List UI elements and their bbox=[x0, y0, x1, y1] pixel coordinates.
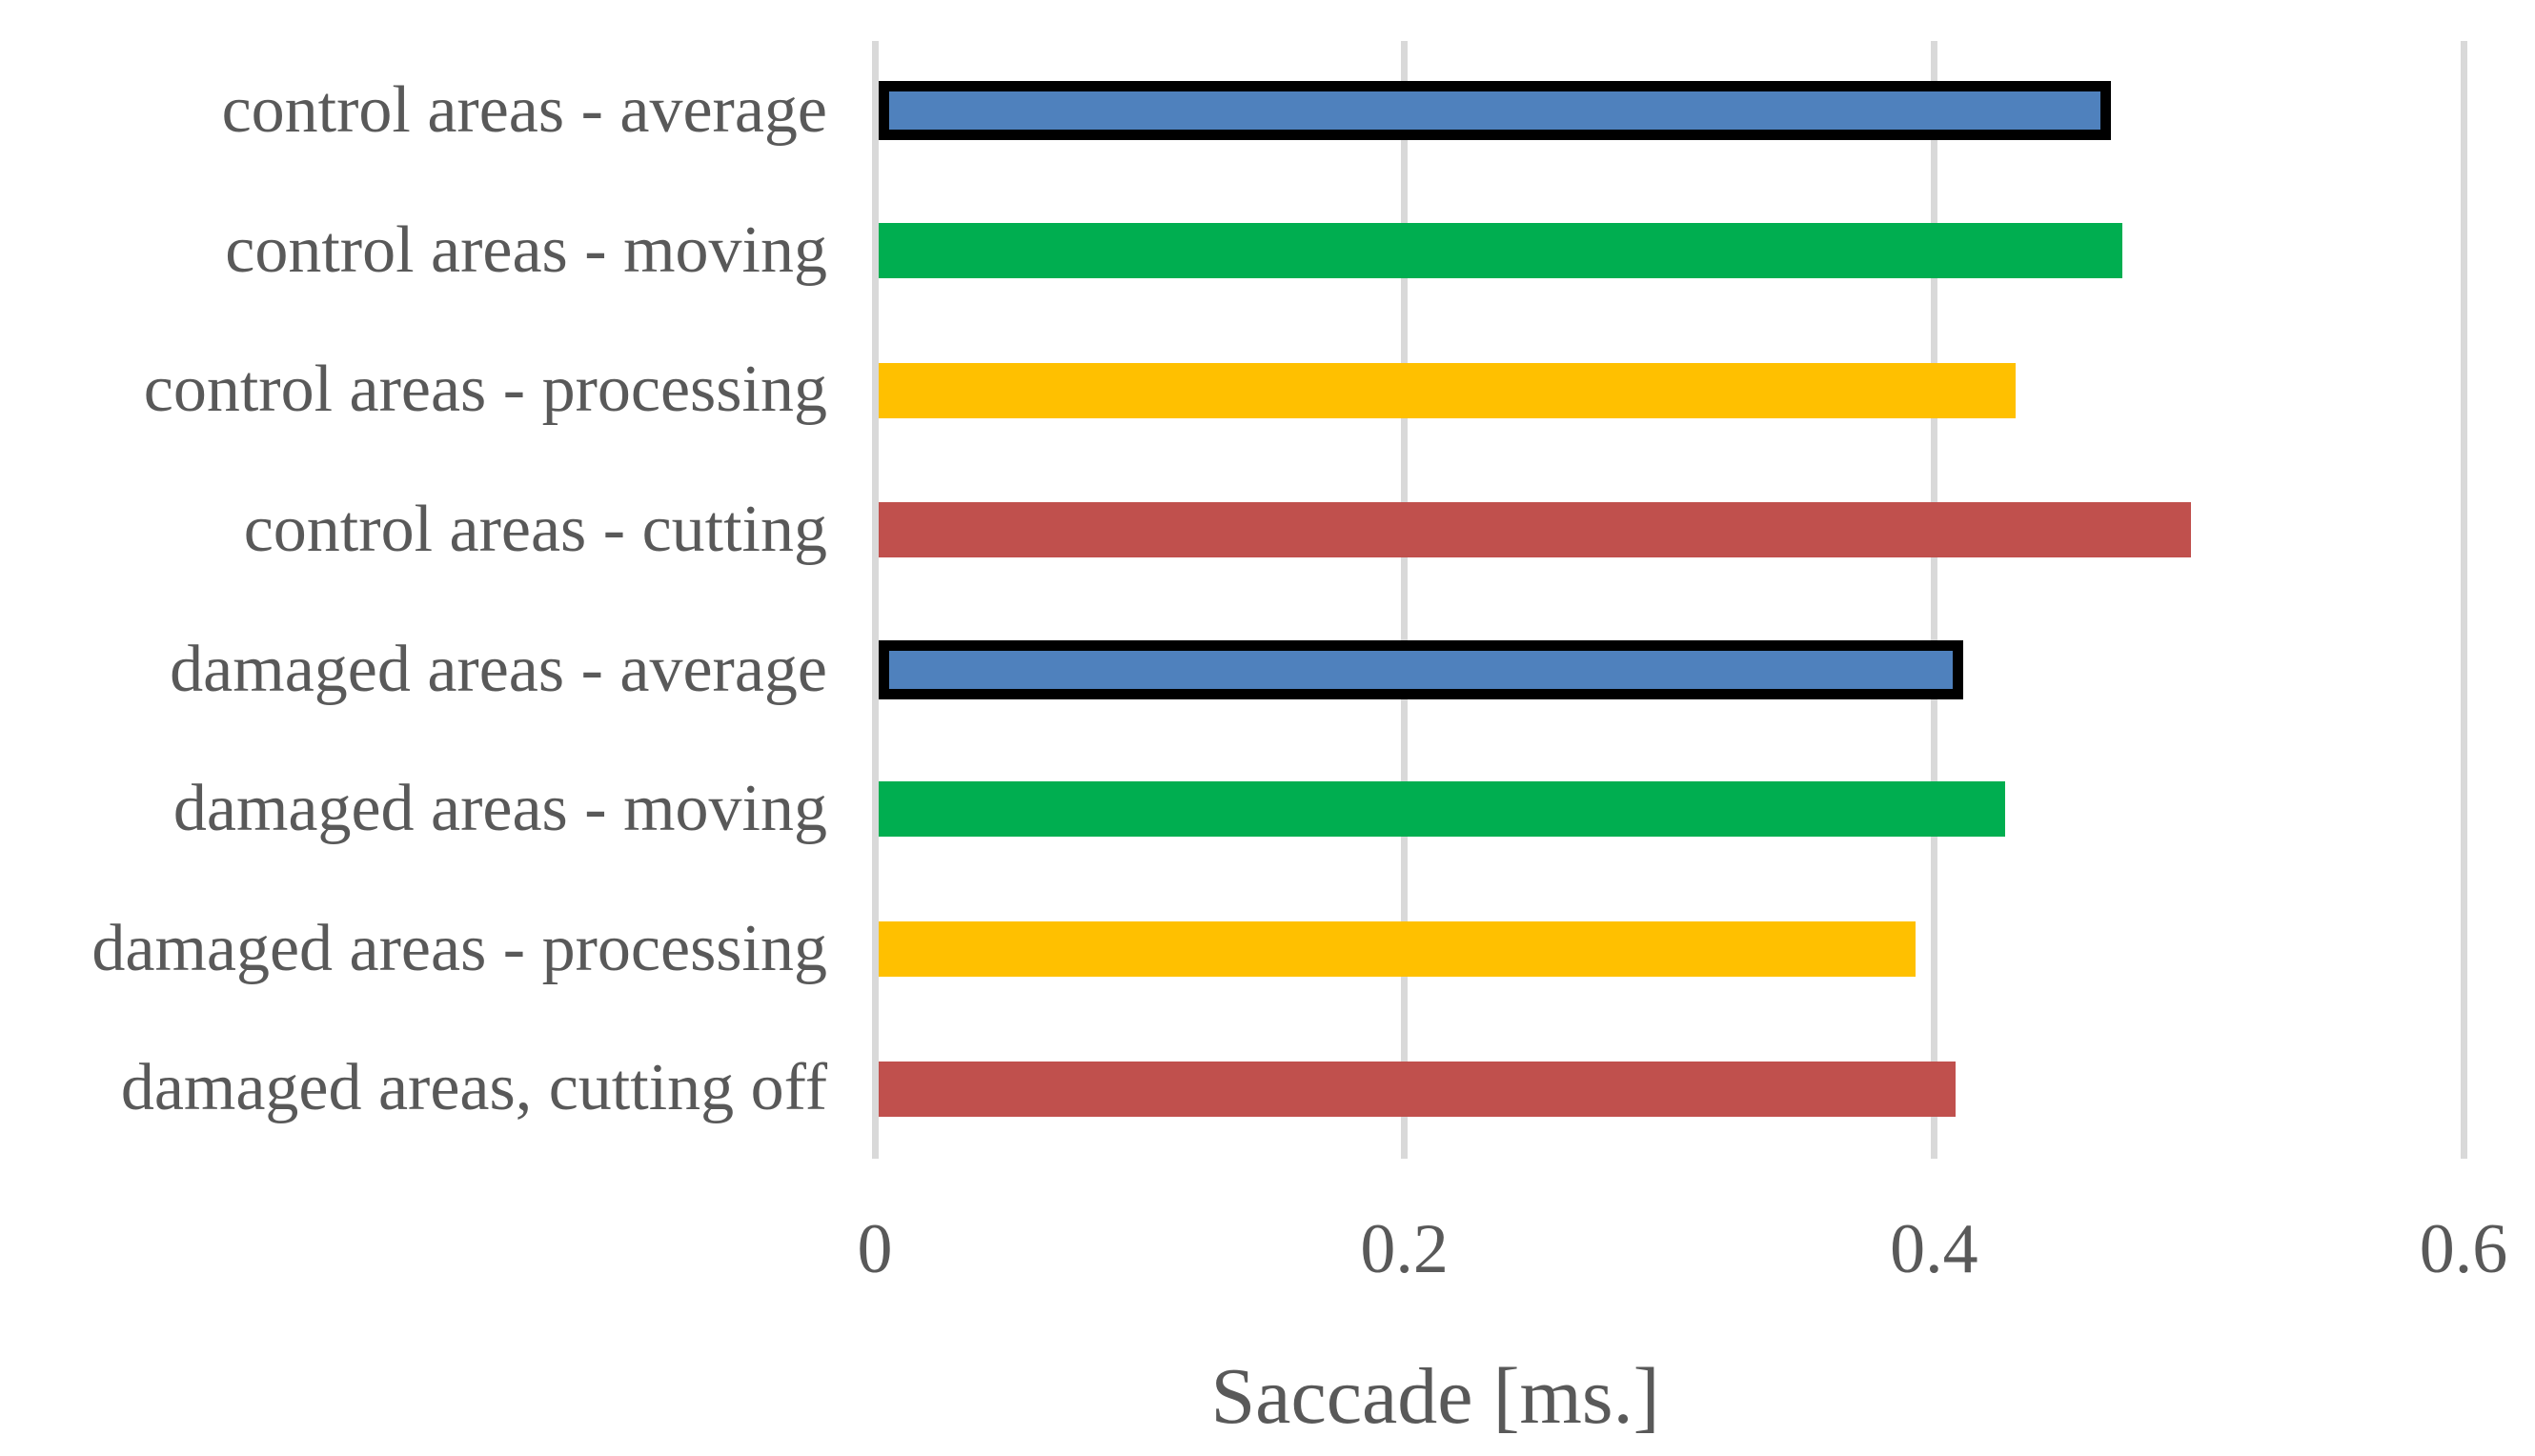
gridline-0.6 bbox=[2460, 41, 2467, 1159]
bar-damaged-areas-cutting-off bbox=[879, 1061, 1956, 1117]
bar-control-areas-cutting bbox=[879, 502, 2191, 558]
bar-control-areas-processing bbox=[879, 362, 2017, 418]
gridline-0.4 bbox=[1930, 41, 1937, 1159]
category-label-damaged-areas-average: damaged areas - average bbox=[170, 632, 827, 706]
category-label-control-areas-processing: control areas - processing bbox=[143, 353, 827, 427]
bar-damaged-areas-moving bbox=[879, 781, 2006, 838]
x-tick-label-0: 0 bbox=[857, 1210, 893, 1288]
bar-control-areas-average bbox=[879, 81, 2112, 141]
bar-damaged-areas-processing bbox=[879, 921, 1916, 978]
bar-damaged-areas-average bbox=[879, 639, 1963, 699]
category-label-damaged-areas-processing: damaged areas - processing bbox=[91, 911, 827, 985]
gridline-0 bbox=[871, 41, 879, 1159]
category-label-control-areas-moving: control areas - moving bbox=[225, 212, 827, 287]
gridline-0.2 bbox=[1401, 41, 1409, 1159]
category-label-damaged-areas-cutting-off: damaged areas, cutting off bbox=[120, 1051, 827, 1125]
x-tick-label-0.2: 0.2 bbox=[1360, 1210, 1449, 1288]
x-axis-title: Saccade [ms.] bbox=[1210, 1352, 1660, 1441]
x-tick-label-0.6: 0.6 bbox=[2419, 1210, 2508, 1288]
x-tick-label-0.4: 0.4 bbox=[1890, 1210, 1978, 1288]
bar-control-areas-moving bbox=[879, 222, 2122, 278]
category-label-control-areas-average: control areas - average bbox=[221, 73, 827, 147]
category-label-damaged-areas-moving: damaged areas - moving bbox=[172, 772, 827, 846]
category-label-control-areas-cutting: control areas - cutting bbox=[243, 492, 827, 566]
